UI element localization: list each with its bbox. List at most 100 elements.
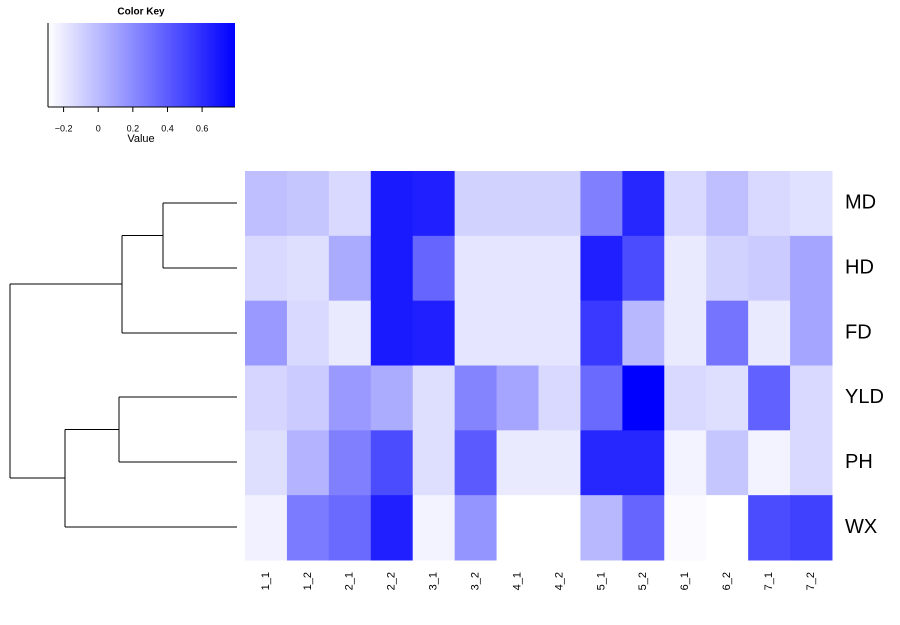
key-title: Color Key [117, 7, 165, 18]
heat-cell [496, 300, 539, 366]
heat-cell [790, 300, 833, 366]
heat-cell [454, 235, 498, 302]
heat-cell [245, 365, 288, 431]
heat-cell [706, 495, 749, 561]
heat-cell [664, 365, 707, 431]
heat-cell [580, 235, 623, 302]
heat-cell [664, 495, 707, 561]
heat-cell [328, 495, 372, 561]
heat-cell [412, 300, 456, 366]
heat-cell [622, 365, 665, 431]
row-label: FD [845, 321, 872, 343]
heat-cell [370, 235, 414, 302]
heat-cell [286, 495, 330, 561]
heat-cell [286, 300, 330, 366]
row-label: MD [845, 192, 876, 214]
heat-cell [328, 430, 372, 496]
heat-cell [496, 365, 539, 431]
column-label: 2_1 [344, 572, 356, 590]
heat-cell [245, 430, 288, 496]
heat-cell [622, 171, 665, 237]
heat-cell [748, 495, 791, 561]
heat-cell [496, 171, 539, 237]
row-label: PH [845, 451, 873, 473]
heat-cell [748, 171, 791, 237]
heat-cell [622, 430, 665, 496]
heat-cell [454, 430, 498, 496]
heat-cell [748, 300, 791, 366]
heat-cell [790, 171, 833, 237]
key-label: Value [127, 133, 154, 145]
key-tick-label: 0.6 [196, 123, 209, 133]
heat-cell [412, 365, 456, 431]
heat-cell [706, 430, 749, 496]
column-label: 3_2 [470, 572, 482, 590]
heat-cell [454, 365, 498, 431]
key-tick-label: 0.4 [161, 123, 174, 133]
heat-cell [538, 171, 581, 237]
heat-cell [580, 495, 623, 561]
heat-cell [664, 171, 707, 237]
heat-cell [454, 300, 498, 366]
heat-cell [790, 235, 833, 302]
heat-cell [412, 430, 456, 496]
heat-cell [245, 235, 288, 302]
heat-cell [245, 171, 288, 237]
column-label: 1_2 [302, 572, 314, 590]
column-label: 5_1 [595, 572, 607, 590]
column-label: 6_2 [721, 572, 733, 590]
heat-cell [622, 300, 665, 366]
heat-cell [748, 365, 791, 431]
heat-cell [286, 430, 330, 496]
row-label: YLD [845, 386, 884, 408]
heat-cell [286, 171, 330, 237]
heat-cell [538, 495, 581, 561]
key-tick-label: 0 [96, 123, 101, 133]
heat-cell [328, 235, 372, 302]
heat-cell [370, 495, 414, 561]
column-label: 6_1 [679, 572, 691, 590]
heat-cell [496, 430, 539, 496]
column-label: 4_1 [511, 572, 523, 590]
column-label: 2_2 [386, 572, 398, 590]
heat-cell [370, 171, 414, 237]
column-label: 3_1 [428, 572, 440, 590]
heat-cell [748, 430, 791, 496]
heat-cell [706, 171, 749, 237]
heat-cell [286, 365, 330, 431]
column-label: 7_2 [805, 572, 817, 590]
row-label: WX [845, 516, 877, 538]
heat-cell [538, 235, 581, 302]
heat-cell [664, 235, 707, 302]
heat-cell [370, 365, 414, 431]
column-label: 4_2 [553, 572, 565, 590]
heat-cell [328, 171, 372, 237]
heat-cell [412, 171, 456, 237]
heat-cell [790, 495, 833, 561]
heat-cell [412, 235, 456, 302]
dendrogram [9, 202, 237, 528]
heat-cell [496, 235, 539, 302]
heat-cell [664, 430, 707, 496]
heat-cell [748, 235, 791, 302]
heat-cell [286, 235, 330, 302]
heat-cell [622, 235, 665, 302]
heat-cell [580, 300, 623, 366]
heat-cell [245, 300, 288, 366]
heat-cell [580, 365, 623, 431]
heat-cell [245, 495, 288, 561]
key-gradient [48, 23, 235, 107]
heat-cell [538, 300, 581, 366]
heat-cell [454, 171, 498, 237]
column-label: 5_2 [637, 572, 649, 590]
heat-cell [538, 430, 581, 496]
heat-cell [622, 495, 665, 561]
heat-cell [370, 300, 414, 366]
heat-cell [454, 495, 498, 561]
heat-cell [328, 365, 372, 431]
column-label: 1_1 [260, 572, 272, 590]
heat-cell [790, 430, 833, 496]
heat-cell [580, 171, 623, 237]
heat-cell [370, 430, 414, 496]
key-tick-label: −0.2 [55, 123, 73, 133]
